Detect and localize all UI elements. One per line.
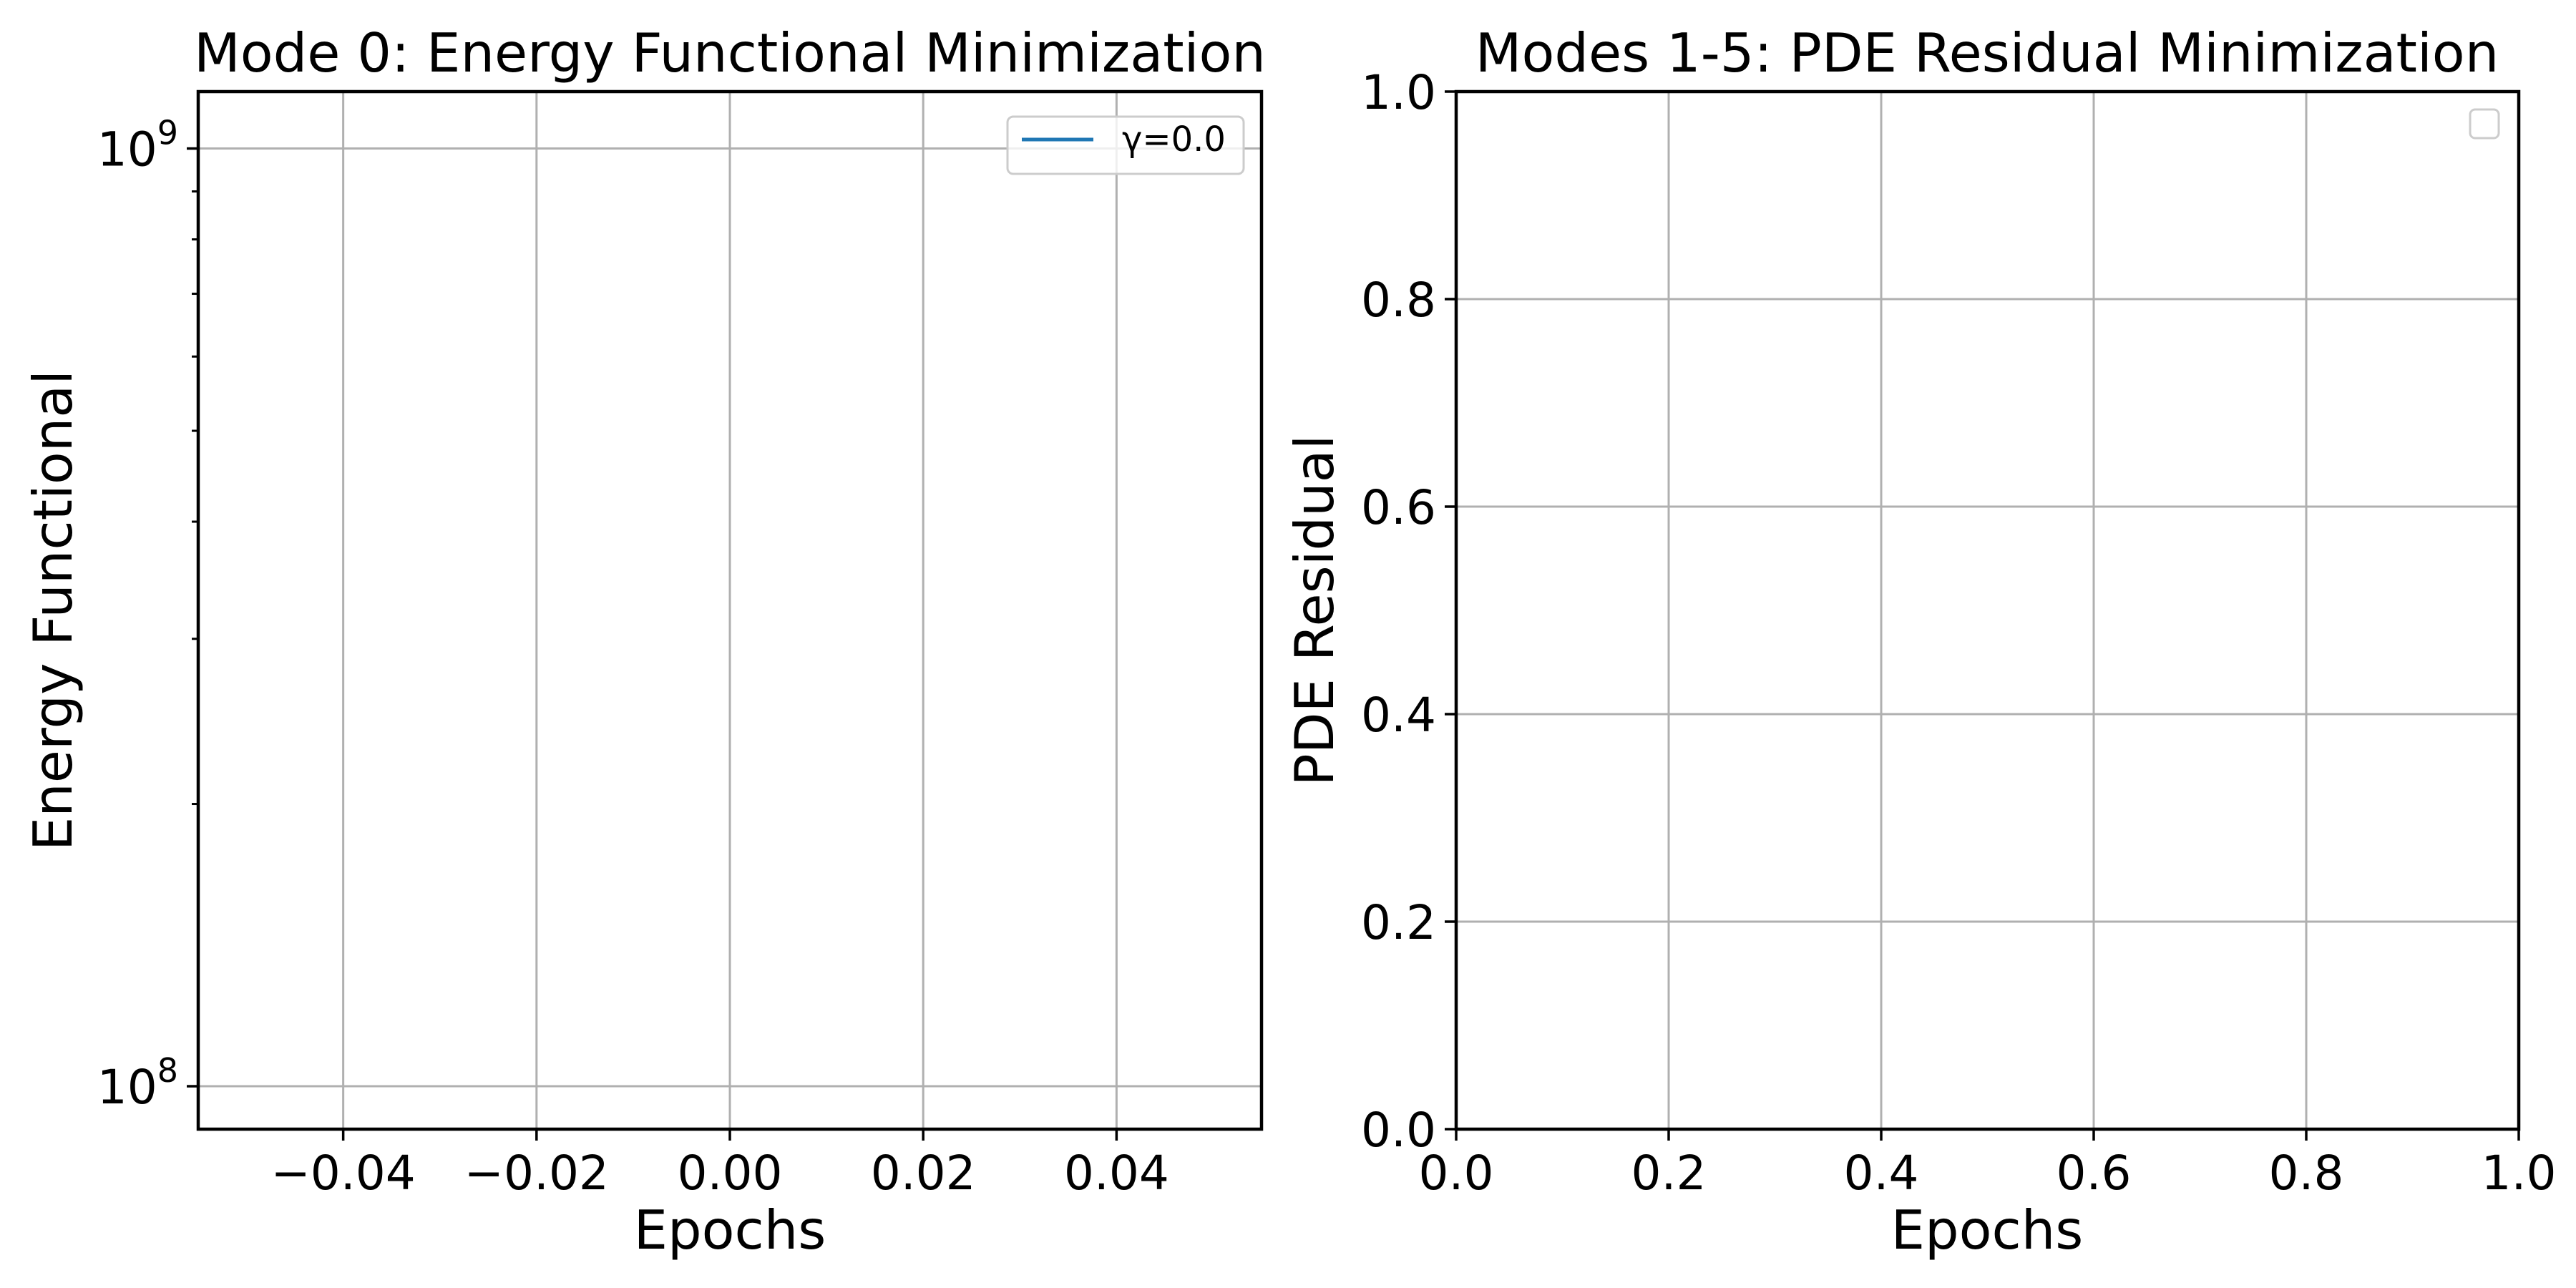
x-tick-label: −0.04 — [271, 1146, 416, 1201]
pde-chart-title: Modes 1-5: PDE Residual Minimization — [1475, 21, 2499, 84]
x-tick-label: 0.2 — [1631, 1146, 1707, 1201]
x-tick-label: 0.0 — [1419, 1146, 1494, 1201]
energy-legend: γ=0.0 — [1006, 115, 1245, 175]
y-tick-label: 109 — [97, 114, 178, 177]
energy-legend-box — [1006, 115, 1245, 175]
pde-plot-frame — [1454, 89, 2521, 1131]
x-tick-label: 0.04 — [1064, 1146, 1169, 1201]
pde-empty-legend — [2469, 108, 2500, 140]
pde-y-axis-label: PDE Residual — [1283, 435, 1346, 786]
y-tick-label: 1.0 — [1361, 65, 1436, 120]
pde-residual-panel: 0.0 0.2 0.4 0.6 0.8 1.0 0.0 0.2 0.4 0.6 0.8 1.0 Mod… — [1283, 21, 2556, 1262]
y-tick-label: 0.0 — [1361, 1103, 1436, 1158]
x-tick-label: −0.02 — [464, 1146, 609, 1201]
x-tick-label: 0.8 — [2269, 1146, 2344, 1201]
pde-axis-ticks: 0.0 0.2 0.4 0.6 0.8 1.0 0.0 0.2 0.4 0.6 0.8 1.0 — [1361, 65, 2556, 1201]
energy-y-axis-label: Energy Functional — [21, 370, 84, 851]
energy-x-axis-label: Epochs — [634, 1199, 826, 1262]
y-tick-label: 0.6 — [1361, 480, 1436, 535]
x-tick-label: 0.6 — [2057, 1146, 2132, 1201]
energy-chart-title: Mode 0: Energy Functional Minimization — [194, 21, 1266, 84]
x-tick-label: 1.0 — [2482, 1146, 2557, 1201]
energy-axis-ticks: −0.04 −0.02 0.00 0.02 0.04 108 109 — [97, 114, 1169, 1201]
y-tick-label: 0.2 — [1361, 895, 1436, 950]
y-tick-label: 108 — [97, 1051, 178, 1115]
energy-functional-panel: −0.04 −0.02 0.00 0.02 0.04 108 109 Mode 0: Ene… — [21, 21, 1266, 1262]
pde-x-axis-label: Epochs — [1891, 1199, 2084, 1262]
y-tick-label: 0.8 — [1361, 273, 1436, 328]
x-tick-label: 0.4 — [1844, 1146, 1919, 1201]
energy-legend-label: γ=0.0 — [1122, 119, 1226, 160]
x-tick-label: 0.02 — [871, 1146, 976, 1201]
x-tick-label: 0.00 — [678, 1146, 783, 1201]
y-tick-label: 0.4 — [1361, 688, 1436, 743]
